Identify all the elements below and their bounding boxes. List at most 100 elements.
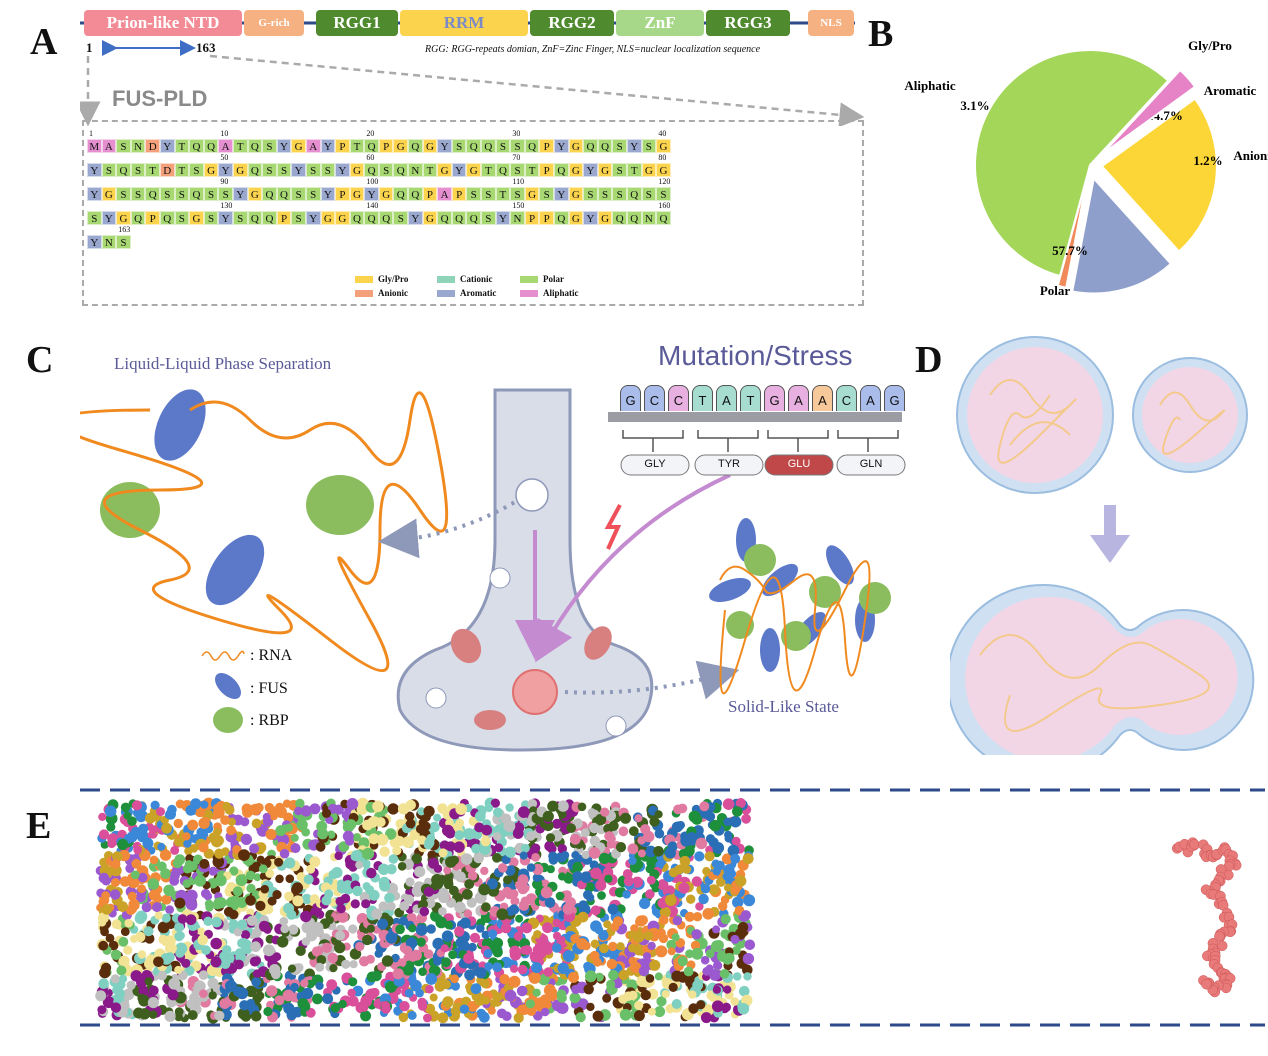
- amino-acid-cell: Y: [583, 211, 598, 225]
- position-start-label: 1: [86, 40, 93, 55]
- amino-acid-cell: Q: [656, 211, 671, 225]
- sequence-position-number: 70: [512, 153, 521, 162]
- legend-aromatic-label: Aromatic: [460, 288, 497, 298]
- legend-polar-swatch: [520, 275, 538, 283]
- amino-acid-cell: S: [174, 211, 190, 225]
- amino-acid-cell: S: [276, 163, 292, 177]
- amino-acid-cell: S: [612, 139, 627, 153]
- amino-acid-cell: D: [159, 163, 175, 177]
- amino-acid-cell: G: [568, 211, 584, 225]
- panel-label-c: C: [26, 339, 54, 381]
- amino-acid-cell: T: [232, 139, 248, 153]
- amino-acid-cell: Y: [335, 163, 350, 177]
- amino-acid-cell: P: [335, 139, 350, 153]
- amino-acid-cell: G: [189, 211, 204, 225]
- amino-acid-cell: Q: [247, 163, 263, 177]
- amino-acid-cell: Y: [495, 211, 511, 225]
- amino-acid-cell: G: [349, 163, 365, 177]
- aa-tyr: TYR: [718, 458, 740, 470]
- amino-acid-cell: Y: [451, 163, 467, 177]
- amino-acid-cell: G: [524, 187, 540, 201]
- amino-acid-cell: G: [320, 211, 336, 225]
- panel-label-e: E: [26, 805, 52, 847]
- amino-acid-cell: P: [451, 187, 467, 201]
- amino-acid-cell: S: [466, 187, 482, 201]
- legend-cationic-swatch: [437, 275, 455, 283]
- droplet-fusion-illustration: [950, 336, 1255, 755]
- codon-base: G: [764, 385, 785, 411]
- amino-acid-cell: N: [130, 139, 146, 153]
- sequence-position-number: 40: [658, 129, 667, 138]
- codon-base: G: [884, 385, 905, 411]
- sequence-position-number: 30: [512, 129, 521, 138]
- amino-acid-cell: P: [276, 211, 292, 225]
- amino-acid-cell: Q: [437, 211, 452, 225]
- codon-base: C: [668, 385, 689, 411]
- amino-acid-cell: Y: [218, 163, 233, 177]
- amino-acid-cell: Y: [583, 163, 598, 177]
- amino-acid-cell: Q: [364, 211, 379, 225]
- amino-acid-cell: A: [218, 139, 233, 153]
- bead-cluster: [95, 797, 756, 1024]
- amino-acid-cell: T: [174, 163, 190, 177]
- amino-acid-cell: S: [203, 211, 219, 225]
- amino-acid-cell: S: [656, 187, 671, 201]
- legend-rbp-icon: [213, 707, 243, 733]
- amino-acid-cell: G: [335, 211, 350, 225]
- amino-acid-cell: S: [451, 139, 467, 153]
- amino-acid-cell: Y: [554, 187, 569, 201]
- legend-fus-icon: [215, 673, 241, 699]
- amino-acid-cell: Q: [116, 163, 131, 177]
- amino-acid-cell: Y: [626, 139, 642, 153]
- legend-rna-icon: [201, 650, 245, 661]
- sequence-position-number: 160: [658, 201, 671, 210]
- amino-acid-cell: T: [626, 163, 642, 177]
- sequence-position-number: 80: [658, 153, 667, 162]
- domain-znf: ZnF: [616, 10, 704, 36]
- amino-acid-cell: D: [145, 139, 160, 153]
- domain-g-rich: G-rich: [244, 10, 304, 36]
- amino-acid-cell: S: [174, 187, 190, 201]
- amino-acid-cell: A: [305, 139, 321, 153]
- amino-acid-cell: A: [101, 139, 117, 153]
- amino-acid-cell: T: [349, 139, 365, 153]
- amino-acid-cell: Q: [189, 139, 204, 153]
- zoom-guide-lines: [80, 54, 865, 126]
- amino-acid-cell: G: [656, 163, 671, 177]
- amino-acid-cell: Q: [583, 139, 598, 153]
- legend-aliphatic-swatch: [520, 289, 538, 297]
- amino-acid-cell: Y: [320, 187, 336, 201]
- codon-base: G: [620, 385, 641, 411]
- amino-acid-cell: Y: [87, 235, 102, 249]
- amino-acid-cell: G: [378, 187, 394, 201]
- pie-category-label: Aliphatic: [904, 78, 956, 93]
- amino-acid-cell: Q: [203, 139, 219, 153]
- panel-label-d: D: [915, 339, 943, 381]
- amino-acid-cell: S: [291, 211, 306, 225]
- sequence-position-number: 60: [366, 153, 375, 162]
- amino-acid-cell: S: [481, 187, 496, 201]
- region-title: FUS-PLD: [112, 86, 208, 111]
- amino-acid-cell: S: [305, 187, 321, 201]
- pie-slice-polar: [974, 49, 1170, 278]
- solid-state-title: Solid-Like State: [728, 697, 839, 716]
- amino-acid-cell: S: [116, 139, 131, 153]
- pie-category-label: Polar: [1040, 283, 1071, 298]
- legend-rna-label: : RNA: [250, 647, 293, 664]
- amino-acid-cell: S: [510, 187, 525, 201]
- amino-acid-cell: S: [262, 139, 277, 153]
- pie-value-label: 3.1%: [960, 98, 989, 113]
- amino-acid-cell: S: [218, 187, 233, 201]
- amino-acid-cell: S: [232, 211, 248, 225]
- amino-acid-cell: S: [130, 163, 146, 177]
- amino-acid-cell: Q: [597, 139, 613, 153]
- amino-acid-cell: S: [510, 139, 525, 153]
- amino-acid-cell: Q: [554, 163, 569, 177]
- codon-base: A: [788, 385, 809, 411]
- amino-acid-cell: Y: [305, 211, 321, 225]
- amino-acid-cell: G: [291, 139, 306, 153]
- amino-acid-cell: G: [422, 211, 438, 225]
- legend-glypro: Gly/Pro: [355, 274, 408, 284]
